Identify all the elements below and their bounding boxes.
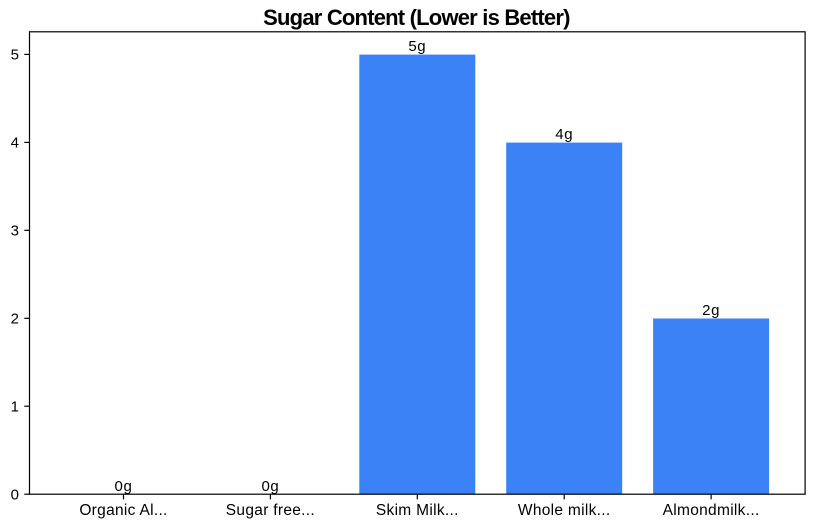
- svg-text:0g: 0g: [261, 478, 279, 495]
- svg-text:Organic Al...: Organic Al...: [79, 502, 167, 519]
- svg-text:2g: 2g: [702, 302, 720, 319]
- svg-text:Whole milk...: Whole milk...: [518, 502, 611, 519]
- svg-text:4g: 4g: [555, 126, 573, 143]
- svg-text:0g: 0g: [115, 478, 133, 495]
- svg-text:Sugar free...: Sugar free...: [226, 502, 315, 519]
- svg-text:Almondmilk...: Almondmilk...: [663, 502, 760, 519]
- svg-text:Sugar Content (Lower is Better: Sugar Content (Lower is Better): [263, 5, 570, 30]
- svg-text:1: 1: [11, 398, 19, 415]
- svg-text:0: 0: [11, 486, 19, 503]
- svg-text:2: 2: [11, 311, 19, 328]
- svg-text:5g: 5g: [408, 38, 426, 55]
- svg-text:3: 3: [11, 223, 19, 240]
- svg-text:5: 5: [11, 47, 19, 64]
- svg-text:Skim Milk...: Skim Milk...: [376, 502, 459, 519]
- svg-text:4: 4: [11, 135, 19, 152]
